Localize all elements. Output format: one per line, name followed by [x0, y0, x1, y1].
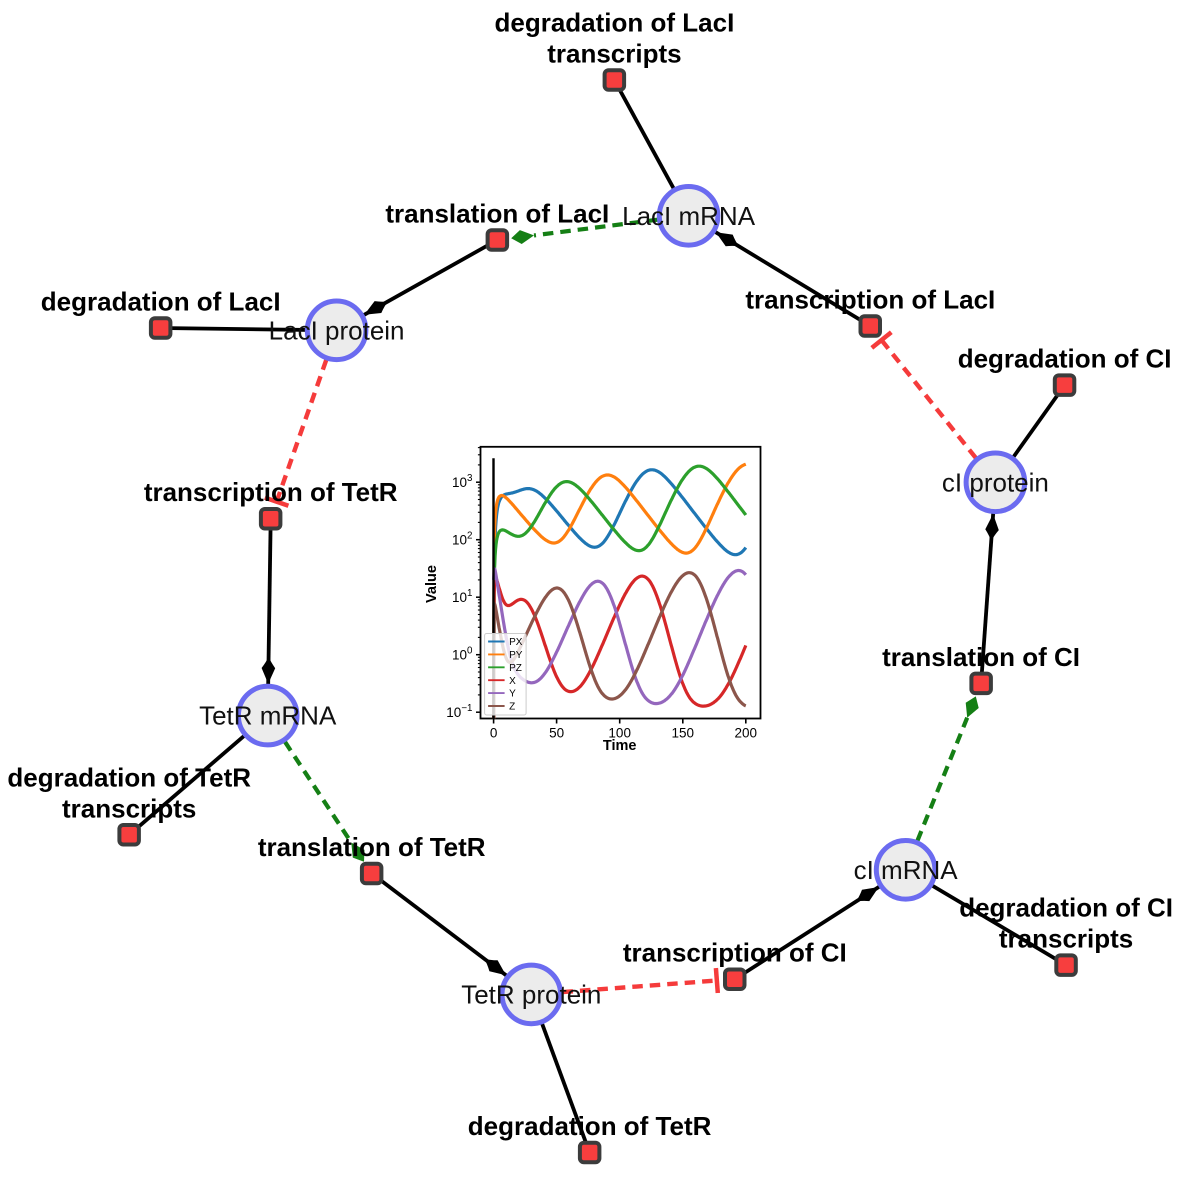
svg-text:degradation of LacI: degradation of LacI [41, 287, 281, 317]
svg-text:PY: PY [509, 650, 523, 661]
svg-text:LacI protein: LacI protein [269, 315, 405, 345]
svg-text:cI protein: cI protein [942, 467, 1049, 497]
svg-text:translation of CI: translation of CI [882, 642, 1080, 672]
svg-text:transcripts: transcripts [999, 924, 1133, 954]
svg-text:Y: Y [509, 689, 516, 700]
svg-text:transcription of TetR: transcription of TetR [144, 477, 398, 507]
svg-text:TetR mRNA: TetR mRNA [199, 701, 337, 731]
svg-text:PX: PX [509, 637, 523, 648]
svg-text:transcripts: transcripts [62, 793, 196, 823]
svg-text:TetR protein: TetR protein [461, 979, 601, 1009]
svg-text:transcription of CI: transcription of CI [623, 938, 847, 968]
svg-text:translation of TetR: translation of TetR [258, 832, 486, 862]
svg-text:cI mRNA: cI mRNA [854, 855, 959, 885]
svg-text:PZ: PZ [509, 663, 522, 674]
svg-text:Time: Time [603, 738, 637, 754]
svg-text:X: X [509, 676, 516, 687]
svg-text:0: 0 [490, 726, 498, 741]
svg-text:degradation of LacI: degradation of LacI [494, 8, 734, 38]
svg-text:103: 103 [452, 473, 473, 490]
svg-text:degradation of TetR: degradation of TetR [7, 762, 251, 792]
svg-text:degradation of CI: degradation of CI [958, 344, 1172, 374]
svg-text:Value: Value [424, 565, 440, 603]
svg-text:translation of LacI: translation of LacI [385, 199, 609, 229]
svg-text:10−1: 10−1 [446, 703, 472, 720]
svg-text:150: 150 [672, 726, 695, 741]
svg-text:100: 100 [452, 646, 473, 663]
svg-text:200: 200 [735, 726, 758, 741]
svg-text:100: 100 [608, 726, 631, 741]
svg-text:degradation of TetR: degradation of TetR [468, 1111, 712, 1141]
svg-text:degradation of CI: degradation of CI [959, 893, 1173, 923]
svg-text:101: 101 [452, 588, 472, 605]
svg-text:Z: Z [509, 702, 515, 713]
svg-text:transcripts: transcripts [547, 39, 681, 69]
svg-text:50: 50 [549, 726, 564, 741]
svg-text:transcription of LacI: transcription of LacI [745, 285, 995, 315]
svg-text:102: 102 [452, 531, 472, 548]
svg-text:LacI mRNA: LacI mRNA [622, 201, 756, 231]
